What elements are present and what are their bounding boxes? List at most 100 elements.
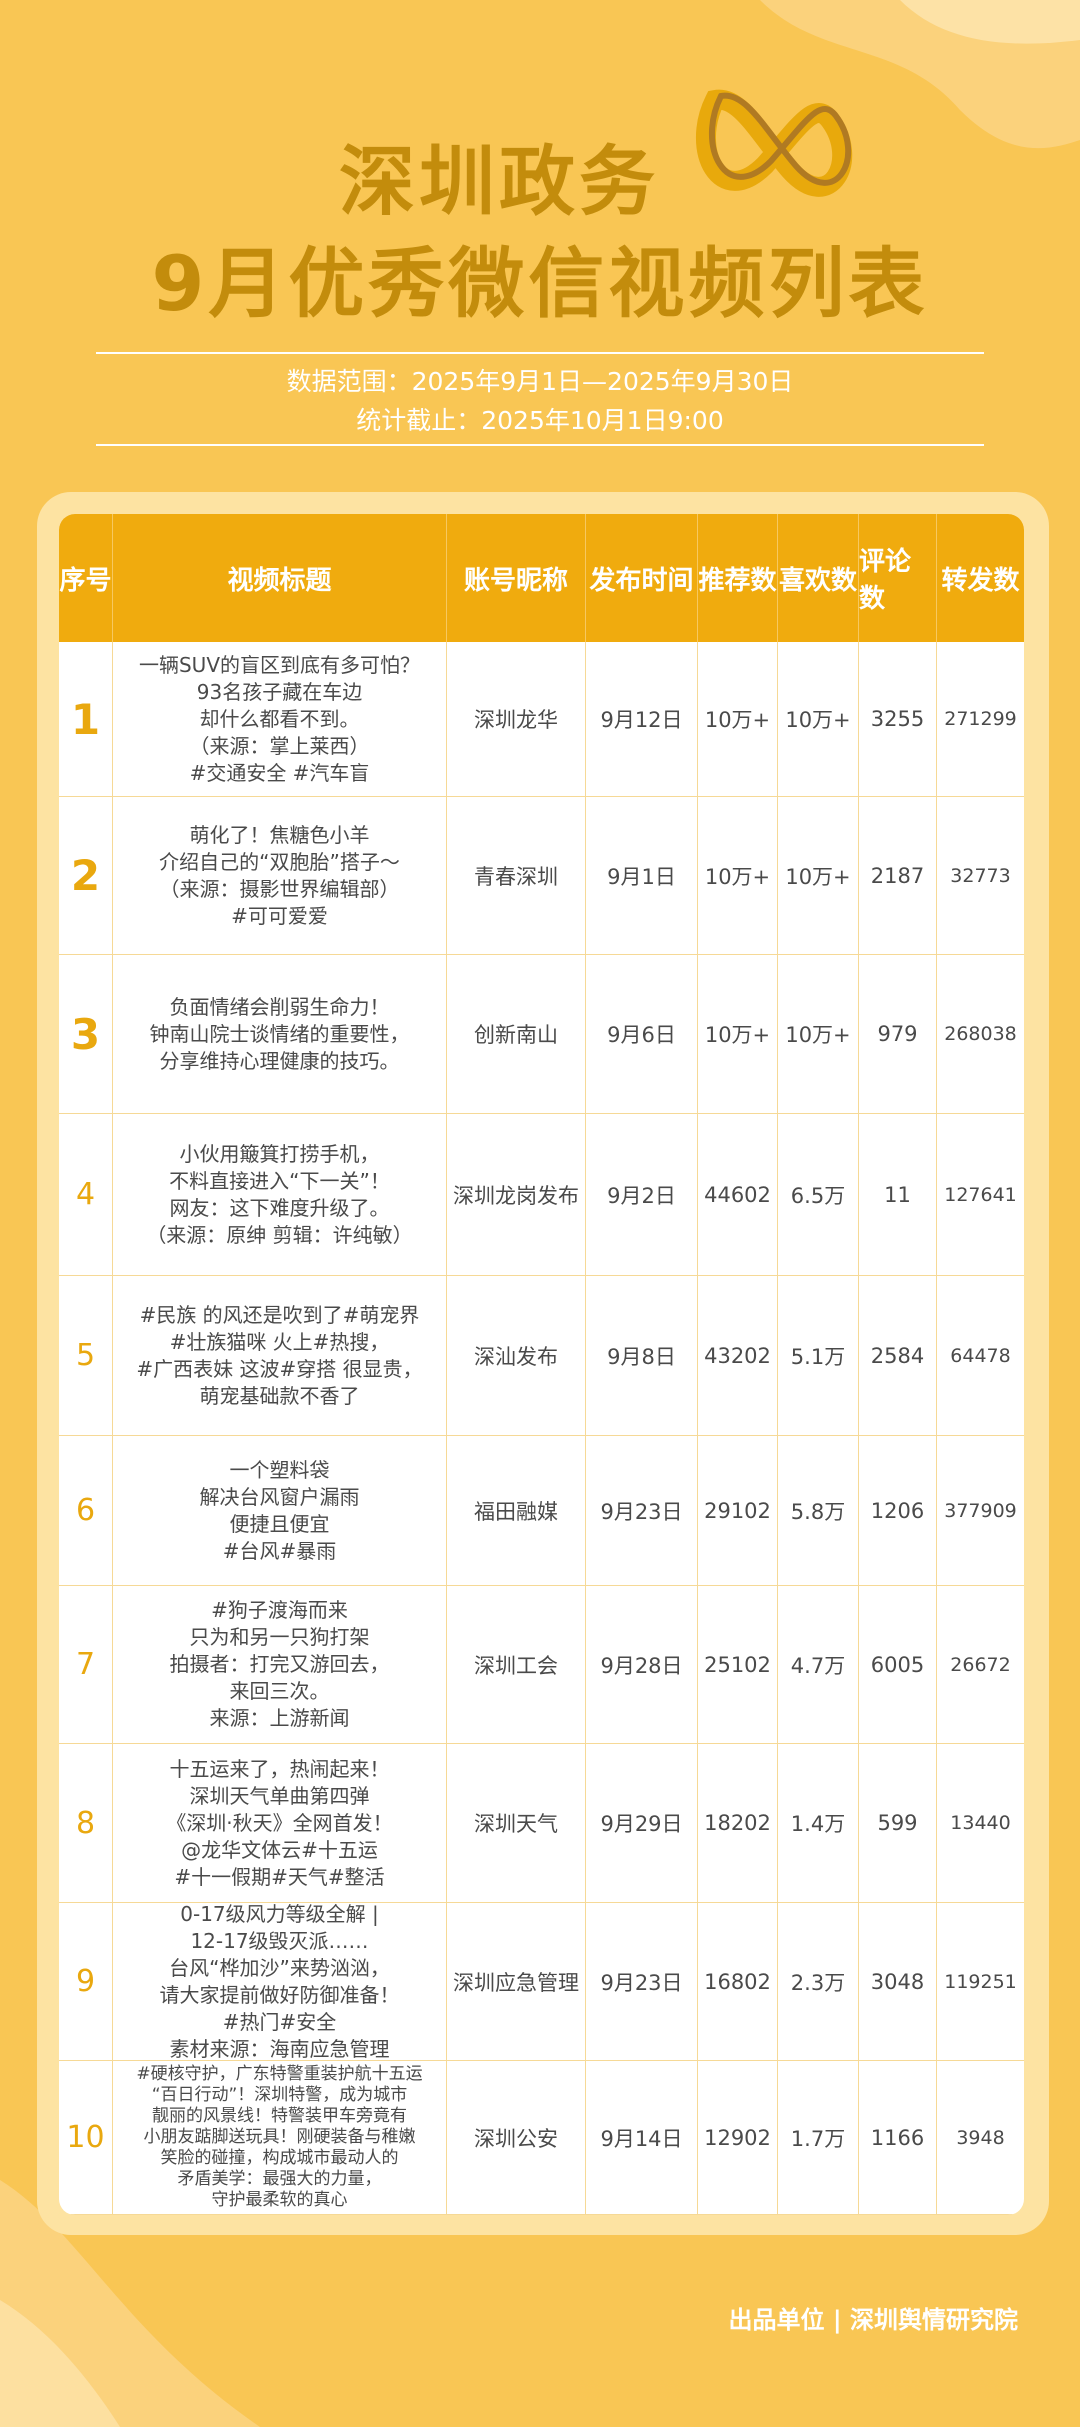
recommend: 43202 [698,1276,778,1436]
account: 福田融媒 [447,1436,586,1586]
title-line: 一辆SUV的盲区到底有多可怕？ [138,652,420,677]
shares: 268038 [937,955,1024,1114]
date: 9月14日 [586,2061,698,2215]
rank: 2 [59,797,113,955]
recommend: 25102 [698,1586,778,1744]
rank: 4 [59,1114,113,1276]
rank: 8 [59,1744,113,1903]
title-line: 负面情绪会削弱生命力！ [169,994,390,1019]
comments: 979 [859,955,937,1114]
likes: 10万+ [778,642,859,797]
title-line: #交通安全 #汽车盲 [189,760,370,785]
date: 9月23日 [586,1903,698,2061]
likes: 10万+ [778,797,859,955]
account: 深圳公安 [447,2061,586,2215]
likes: 2.3万 [778,1903,859,2061]
likes: 6.5万 [778,1114,859,1276]
title-line: #狗子渡海而来 [211,1598,348,1622]
video-title: 十五运来了，热闹起来！ 深圳天气单曲第四弹 《深圳·秋天》全网首发！ @龙华文体云#十… [113,1744,447,1903]
title-line: #可可爱爱 [231,903,328,928]
title-line: 十五运来了，热闹起来！ [169,1756,390,1781]
date: 9月29日 [586,1744,698,1903]
header-cell: 转发数 [941,565,1020,596]
title-line: 萌化了！焦糖色小羊 [189,822,370,847]
date: 9月28日 [586,1586,698,1744]
footer: 出品单位 | 深圳舆情研究院 [728,2306,1018,2334]
title-line: #广西表妹 这波#穿搭 很显贵， [136,1356,423,1381]
title-line: 分享维持心理健康的技巧。 [159,1048,400,1073]
recommend: 10万+ [698,955,778,1114]
shares: 32773 [937,797,1024,955]
account: 深圳应急管理 [447,1903,586,2061]
date: 9月12日 [586,642,698,797]
header-cell: 账号昵称 [447,514,586,642]
title-line: 却什么都看不到。 [199,706,360,731]
account: 青春深圳 [447,797,586,955]
title-line: 0-17级风力等级全解 | [180,1901,379,1926]
title-line: 《深圳·秋天》全网首发！ [166,1810,393,1835]
header-cell: 推荐数 [698,514,778,642]
title-line: @龙华文体云#十五运 [181,1837,378,1862]
title-line: 萌宠基础款不香了 [199,1383,360,1408]
video-title: 一辆SUV的盲区到底有多可怕？ 93名孩子藏在车边 却什么都看不到。 （来源：掌上莱西… [113,642,447,797]
title-line: 来源：上游新闻 [209,1706,350,1730]
title-line: 台风“桦加沙”来势汹汹， [169,1955,390,1980]
shares: 64478 [937,1276,1024,1436]
video-title: 萌化了！焦糖色小羊 介绍自己的“双胞胎”搭子～ （来源：摄影世界编辑部） #可可爱爱 [113,797,447,955]
comments: 2187 [859,797,937,955]
title-line: #壮族猫咪 火上#热搜， [169,1329,390,1354]
account: 创新南山 [447,955,586,1114]
header-cell: 视频标题 [113,514,447,642]
title-line: （来源：原绅 剪辑：许纯敏） [146,1222,413,1247]
account: 深圳工会 [447,1586,586,1744]
comments: 1166 [859,2061,937,2215]
rank: 5 [59,1276,113,1436]
comments: 1206 [859,1436,937,1586]
title-line: 12-17级毁灭派…… [190,1928,369,1953]
date: 9月2日 [586,1114,698,1276]
table: 序号 视频标题 账号昵称 发布时间 推荐数 喜欢数 评论数 转发数 1 一辆SUV的盲区到底有多可… [59,514,1024,2215]
likes: 1.7万 [778,2061,859,2215]
account: 深圳龙华 [447,642,586,797]
header-row [59,514,1024,642]
title-line1: 深圳政务 [339,137,659,226]
comments: 2584 [859,1276,937,1436]
title-line: 深圳天气单曲第四弹 [189,1783,370,1808]
comments: 6005 [859,1586,937,1744]
video-title: 一个塑料袋 解决台风窗户漏雨 便捷且便宜 #台风#暴雨 [113,1436,447,1586]
date: 9月6日 [586,955,698,1114]
title-line: #热门#安全 [222,2009,337,2034]
rank: 6 [59,1436,113,1586]
title-line: 解决台风窗户漏雨 [199,1484,360,1509]
title-line: “百日行动”！深圳特警，成为城市 [151,2085,408,2105]
header-cell: 评论数 [859,514,937,642]
rank: 7 [59,1586,113,1744]
video-title: #狗子渡海而来 只为和另一只狗打架 拍摄者：打完又游回去， 来回三次。 来源：上游新闻 [113,1586,447,1744]
video-title: 小伙用簸箕打捞手机， 不料直接进入“下一关”！ 网友：这下难度升级了。 （来源：原绅 … [113,1114,447,1276]
title-line: （来源：掌上莱西） [189,733,370,758]
title-line: 介绍自己的“双胞胎”搭子～ [159,849,400,874]
title-line: 不料直接进入“下一关”！ [169,1168,390,1193]
date: 9月8日 [586,1276,698,1436]
recommend: 44602 [698,1114,778,1276]
shares: 119251 [937,1903,1024,2061]
likes: 5.8万 [778,1436,859,1586]
video-title: #民族 的风还是吹到了#萌宠界 #壮族猫咪 火上#热搜， #广西表妹 这波#穿搭 很… [113,1276,447,1436]
comments: 11 [859,1114,937,1276]
shares: 377909 [937,1436,1024,1586]
recommend: 10万+ [698,797,778,955]
recommend: 16802 [698,1903,778,2061]
recommend: 18202 [698,1744,778,1903]
rank: 9 [59,1903,113,2061]
title-line: 请大家提前做好防御准备！ [159,1982,400,2007]
title-line: #十一假期#天气#整活 [174,1864,385,1889]
cutoff: 统计截止：2025年10月1日9:00 [356,406,724,435]
recommend: 10万+ [698,642,778,797]
title-line: #台风#暴雨 [222,1538,337,1563]
title-line: （来源：摄影世界编辑部） [159,876,400,901]
rank: 10 [59,2061,113,2215]
video-title: 0-17级风力等级全解 | 12-17级毁灭派…… 台风“桦加沙”来势汹汹， 请大家提… [113,1901,447,2061]
title-line: #民族 的风还是吹到了#萌宠界 [139,1302,420,1327]
video-title: #硬核守护，广东特警重装护航十五运 “百日行动”！深圳特警，成为城市 靓丽的风景线！… [113,2061,447,2215]
rank: 3 [59,955,113,1114]
